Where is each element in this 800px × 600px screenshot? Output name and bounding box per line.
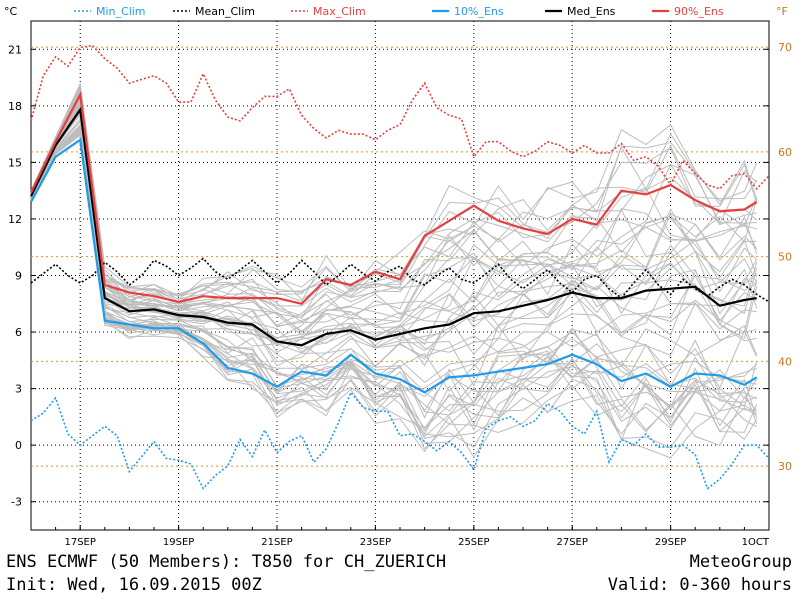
x-tick-label: 19SEP — [163, 537, 194, 548]
ensemble-chart: -3 0 3 6 9 12 15 18 21 30 40 50 60 70 17SEP 19SEP 21SE… — [4, 5, 792, 548]
y-unit-left: °C — [4, 5, 18, 18]
y-tick-label: 0 — [15, 439, 22, 452]
brand-name: MeteoGroup — [689, 552, 792, 572]
series-line-mean_clim — [30, 257, 770, 303]
ensemble-member-line — [30, 133, 758, 449]
y-tick-right-label: 40 — [778, 355, 792, 368]
legend: Min_Clim Mean_Clim Max_Clim 10%_Ens Med_Ens 9… — [74, 5, 724, 18]
y-tick-label: 15 — [8, 156, 22, 169]
legend-label: Max_Clim — [313, 5, 366, 18]
y-unit-right: °F — [776, 5, 788, 18]
x-tick-label: 27SEP — [556, 537, 587, 548]
ensemble-member-line — [30, 93, 758, 308]
legend-label: Mean_Clim — [195, 5, 255, 18]
series-lines — [30, 44, 770, 490]
legend-label: 90%_Ens — [674, 5, 724, 18]
ensemble-member-line — [30, 133, 758, 450]
ensemble-member-line — [30, 110, 758, 367]
series-line-min_clim — [30, 390, 770, 490]
ensemble-member-line — [30, 131, 757, 444]
x-tick-label: 29SEP — [655, 537, 686, 548]
ensemble-member-line — [30, 131, 758, 448]
y-tick-label: 3 — [15, 383, 22, 396]
ensemble-member-line — [30, 97, 758, 328]
series-line-med_ens — [30, 106, 757, 347]
ensemble-member-line — [30, 84, 757, 297]
y-axis-right: 30 40 50 60 70 — [778, 41, 792, 473]
series-line-90pct_ens — [30, 90, 758, 306]
ensemble-member-line — [30, 100, 757, 333]
ensemble-member-line — [30, 110, 757, 352]
ensemble-member-line — [30, 93, 758, 317]
x-tick-label: 25SEP — [458, 537, 489, 548]
x-tick-label: 21SEP — [261, 537, 292, 548]
y-tick-label: 12 — [8, 213, 22, 226]
valid-range: Valid: 0-360 hours — [607, 575, 792, 595]
y-tick-right-label: 50 — [778, 251, 792, 264]
ensemble-member-line — [30, 128, 758, 429]
y-tick-label: 21 — [8, 43, 22, 56]
ensemble-member-line — [30, 126, 758, 408]
y-tick-label: 18 — [8, 100, 22, 113]
legend-label: 10%_Ens — [454, 5, 504, 18]
legend-label: Min_Clim — [96, 5, 146, 18]
ensemble-member-line — [30, 86, 758, 298]
ensemble-member-line — [30, 126, 758, 426]
ensemble-member-line — [30, 112, 757, 368]
ensemble-member-line — [30, 83, 758, 303]
y-tick-label: 6 — [15, 326, 22, 339]
ensemble-member-line — [30, 96, 757, 327]
y-tick-right-label: 60 — [778, 146, 792, 159]
legend-label: Med_Ens — [567, 5, 616, 18]
x-tick-label: 1OCT — [742, 537, 770, 548]
x-tick-label: 17SEP — [64, 537, 95, 548]
x-tick-label: 23SEP — [360, 537, 391, 548]
ensemble-member-line — [30, 113, 757, 362]
ensemble-member-line — [30, 130, 757, 438]
chart-title: ENS ECMWF (50 Members): T850 for CH_ZUER… — [6, 552, 447, 572]
y-axis-left: -3 0 3 6 9 12 15 18 21 — [8, 43, 769, 509]
ensemble-member-line — [30, 134, 757, 459]
y-tick-label: 9 — [15, 270, 22, 283]
series-line-10pct_ens — [30, 137, 758, 394]
y-tick-right-label: 70 — [778, 41, 792, 54]
y-tick-right-label: 30 — [778, 460, 792, 473]
ensemble-member-line — [30, 117, 757, 387]
x-axis: 17SEP 19SEP 21SEP 23SEP 25SEP 27SEP 29SEP 1OCT — [55, 525, 770, 548]
init-time: Init: Wed, 16.09.2015 00Z — [6, 575, 262, 595]
y-tick-label: -3 — [11, 496, 22, 509]
